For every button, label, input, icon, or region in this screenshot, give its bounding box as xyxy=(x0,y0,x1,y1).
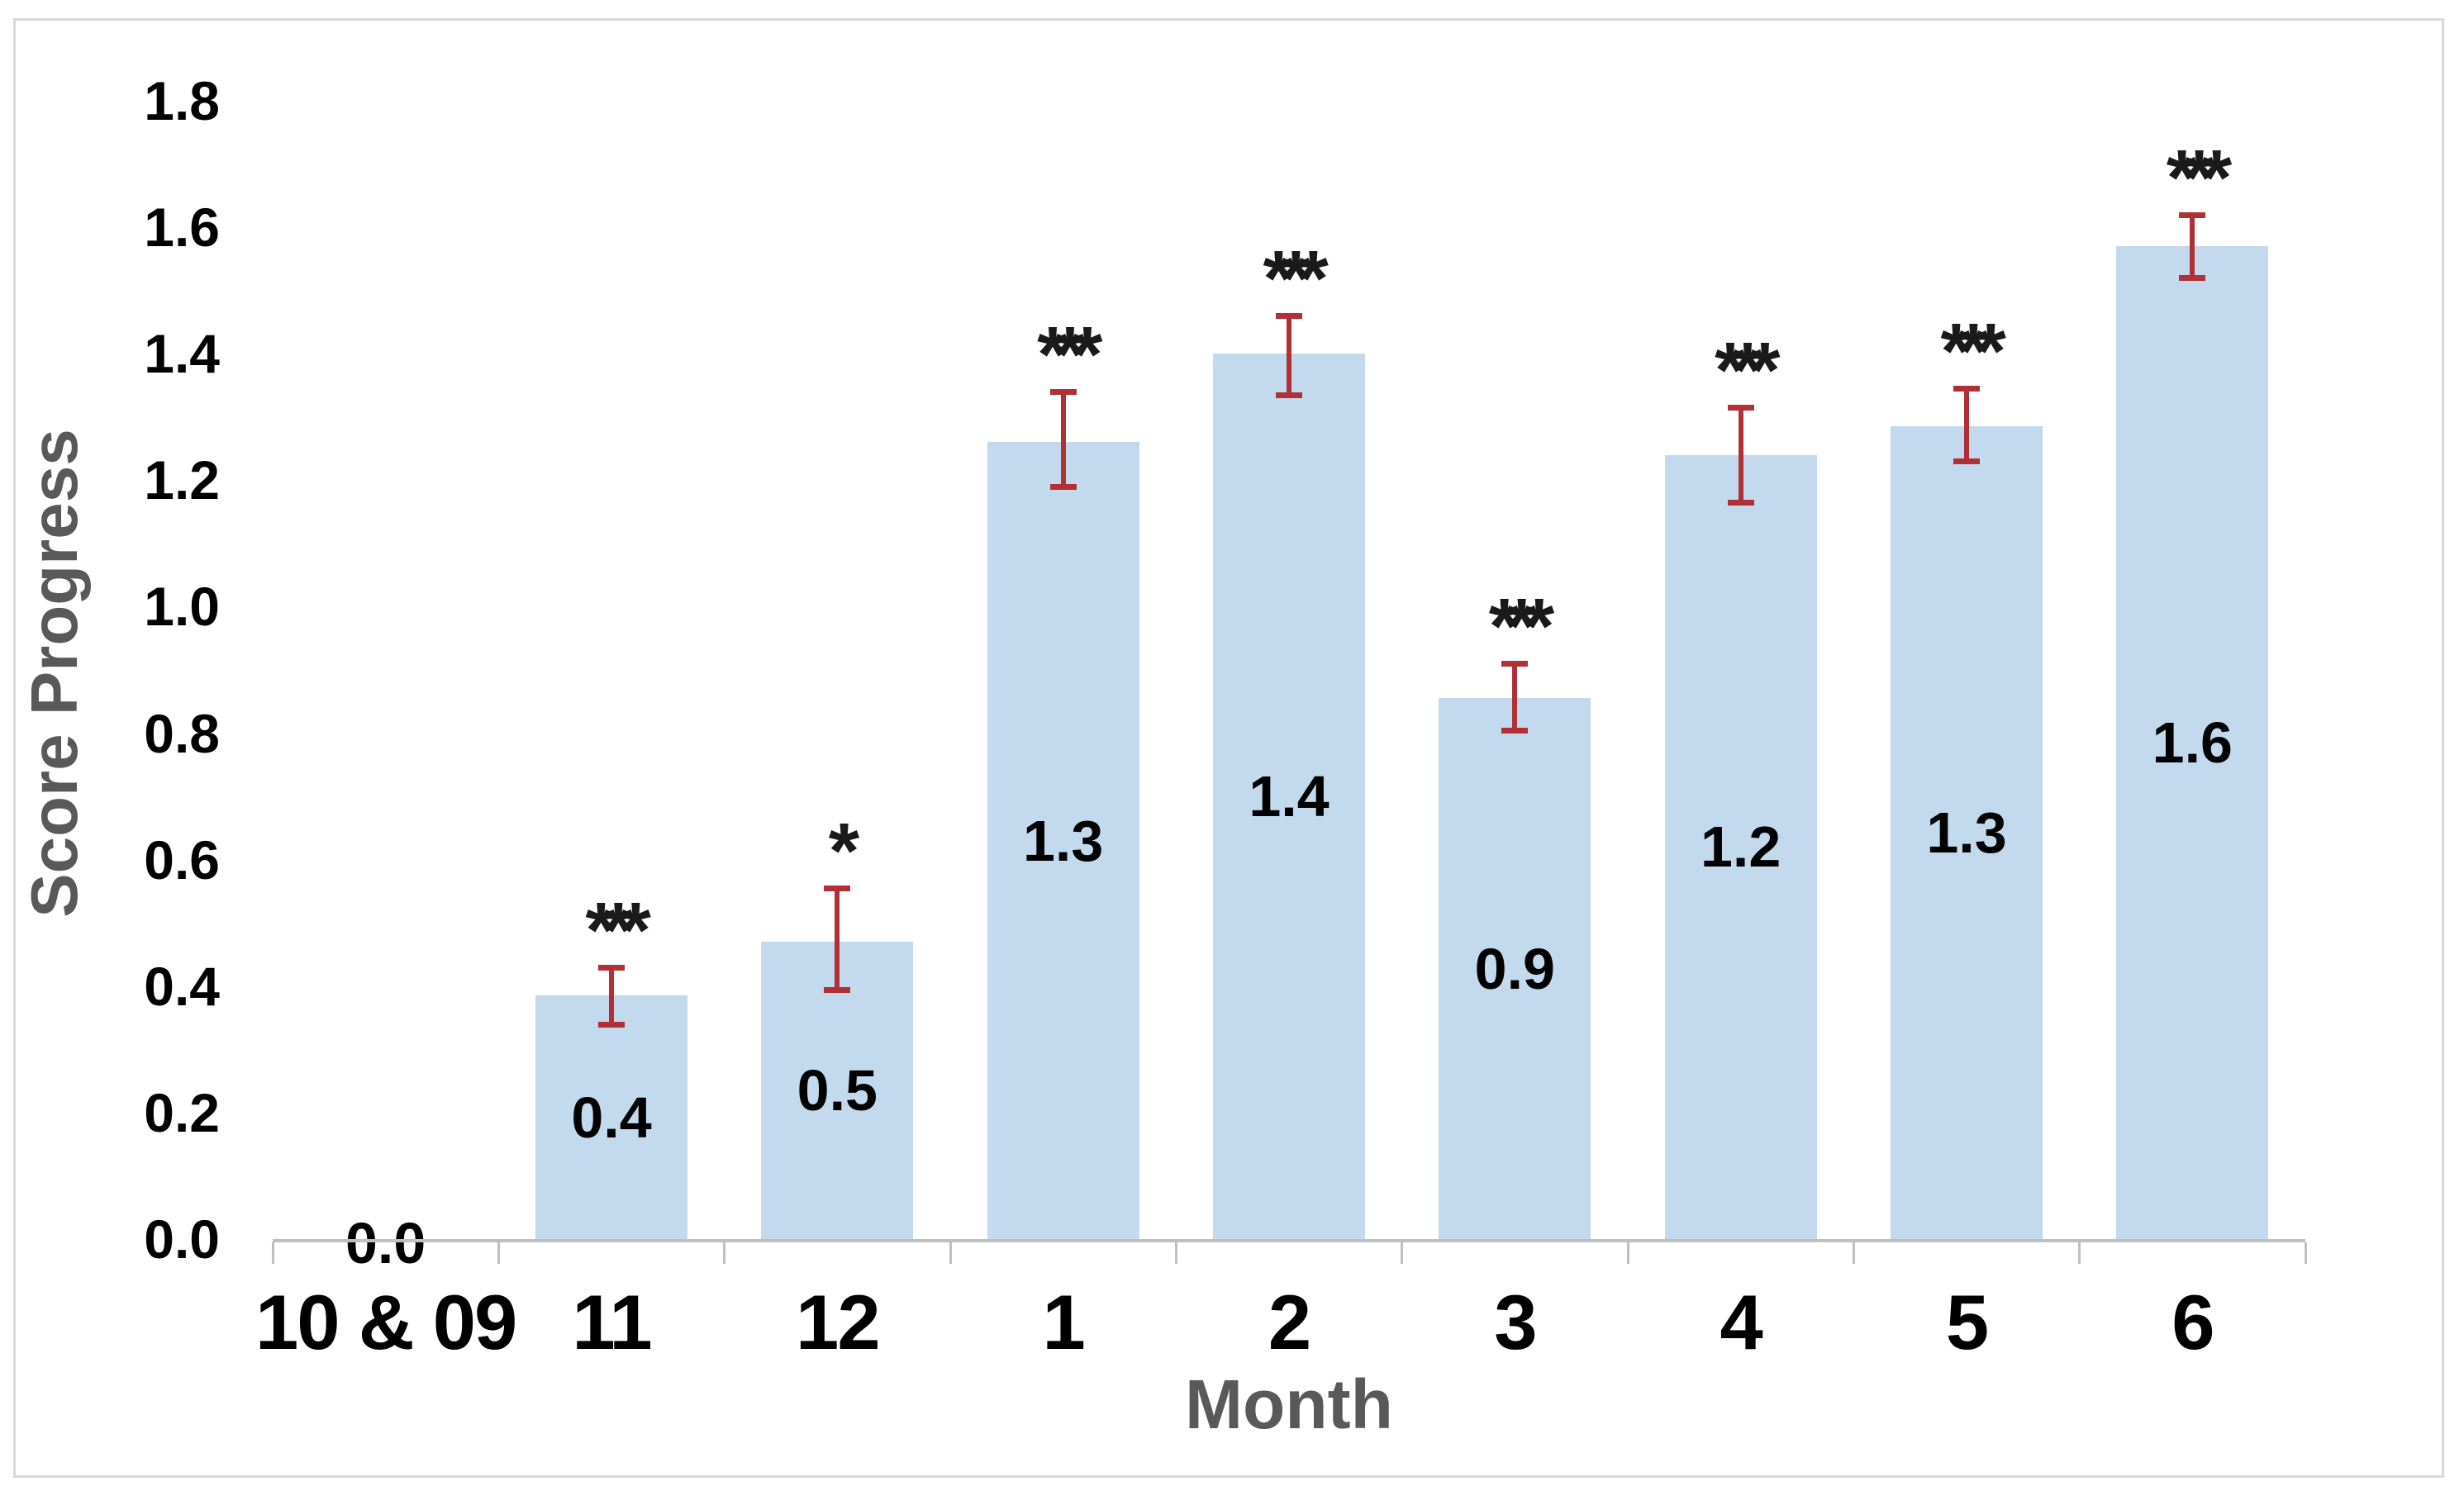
x-tick-label: 6 xyxy=(2171,1279,2214,1365)
error-bar-cap xyxy=(1953,386,1980,392)
x-tick-label: 11 xyxy=(572,1279,652,1365)
error-bar-cap xyxy=(1727,500,1754,506)
x-axis-tick xyxy=(1401,1242,1404,1264)
error-bar-line xyxy=(1512,663,1518,730)
significance-marker: *** xyxy=(1037,311,1102,400)
bar-value-label: 1.4 xyxy=(1249,764,1330,829)
x-axis-tick xyxy=(271,1242,274,1264)
bar-value-label: 0.9 xyxy=(1474,936,1555,1001)
x-tick-label: 1 xyxy=(1042,1279,1086,1365)
y-tick-label: 0.2 xyxy=(144,1081,220,1143)
significance-marker: *** xyxy=(585,886,650,975)
x-axis-tick xyxy=(1852,1242,1855,1264)
x-tick-label: 5 xyxy=(1945,1279,1989,1365)
y-tick-label: 0.8 xyxy=(144,702,220,764)
y-tick-label: 0.6 xyxy=(144,829,220,890)
x-tick-label: 10 & 09 xyxy=(255,1279,517,1365)
x-axis-line xyxy=(273,1239,2305,1242)
bar-value-label: 0.0 xyxy=(345,1211,426,1275)
bar-value-label: 1.6 xyxy=(2152,710,2233,776)
x-tick-label: 2 xyxy=(1268,1279,1311,1365)
error-bar-cap xyxy=(1953,458,1980,465)
significance-marker: *** xyxy=(1940,307,2005,396)
bar xyxy=(987,442,1139,1241)
x-tick-label: 12 xyxy=(796,1279,881,1365)
significance-marker: *** xyxy=(1263,235,1328,324)
error-bar-line xyxy=(609,966,614,1024)
error-bar-line xyxy=(1287,316,1291,395)
bar-value-label: 1.3 xyxy=(1926,800,2007,866)
error-bar-cap xyxy=(1501,661,1529,667)
bar xyxy=(2116,246,2269,1241)
y-axis-title: Score Progress xyxy=(17,429,91,918)
bar xyxy=(1664,454,1817,1241)
error-bar-cap xyxy=(1049,389,1077,396)
x-axis-tick xyxy=(949,1242,952,1264)
error-bar-cap xyxy=(598,1021,625,1028)
error-bar-cap xyxy=(824,986,851,993)
y-tick-label: 0.4 xyxy=(144,955,220,1017)
x-axis-tick xyxy=(1174,1242,1177,1264)
y-tick-label: 1.6 xyxy=(144,197,220,259)
y-tick-label: 1.2 xyxy=(144,449,220,511)
error-bar-cap xyxy=(1501,727,1529,734)
x-tick-label: 3 xyxy=(1494,1279,1537,1365)
bar xyxy=(535,995,687,1241)
error-bar-cap xyxy=(2179,211,2206,218)
error-bar-line xyxy=(1060,392,1066,487)
error-bar-cap xyxy=(1276,392,1302,398)
y-tick-label: 1.0 xyxy=(144,576,220,638)
bar-value-label: 0.5 xyxy=(797,1058,878,1123)
x-axis-tick xyxy=(723,1242,726,1264)
error-bar-line xyxy=(2190,214,2195,278)
error-bar-line xyxy=(1964,388,1969,462)
bar xyxy=(1213,354,1365,1241)
error-bar-line xyxy=(835,888,840,990)
bar xyxy=(1439,698,1591,1241)
error-bar-cap xyxy=(598,964,625,971)
x-tick-label: 4 xyxy=(1720,1279,1763,1365)
error-bar-cap xyxy=(1049,483,1077,490)
significance-marker: *** xyxy=(2166,133,2232,222)
error-bar-line xyxy=(1738,407,1743,503)
error-bar-cap xyxy=(824,886,851,892)
significance-marker: *** xyxy=(1488,582,1554,672)
error-bar-cap xyxy=(1727,405,1754,411)
bar-value-label: 0.4 xyxy=(571,1085,652,1150)
significance-marker: *** xyxy=(1715,326,1780,415)
error-bar-cap xyxy=(2179,275,2206,282)
bar-value-label: 1.3 xyxy=(1023,808,1104,873)
y-tick-label: 1.8 xyxy=(144,70,220,131)
x-axis-tick xyxy=(2078,1242,2081,1264)
bar-value-label: 1.2 xyxy=(1701,814,1781,880)
x-axis-tick xyxy=(1626,1242,1629,1264)
significance-marker: * xyxy=(828,807,859,896)
bar xyxy=(1891,426,2043,1241)
y-tick-label: 0.0 xyxy=(144,1208,220,1270)
x-axis-title: Month xyxy=(1185,1365,1393,1443)
error-bar-cap xyxy=(1276,313,1302,320)
x-axis-tick xyxy=(497,1242,500,1264)
y-tick-label: 1.4 xyxy=(144,323,220,385)
x-axis-tick xyxy=(2304,1242,2307,1264)
